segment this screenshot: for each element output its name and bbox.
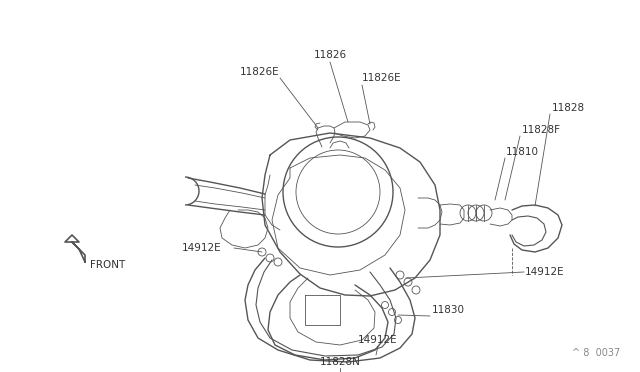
Text: 11826E: 11826E bbox=[362, 73, 402, 83]
Text: 14912E: 14912E bbox=[525, 267, 564, 277]
Text: 11826: 11826 bbox=[314, 50, 347, 60]
Text: 11828N: 11828N bbox=[319, 357, 360, 367]
Text: 11830: 11830 bbox=[432, 305, 465, 315]
Text: 11826E: 11826E bbox=[240, 67, 280, 77]
Text: FRONT: FRONT bbox=[90, 260, 125, 270]
Text: 14912E: 14912E bbox=[182, 243, 221, 253]
Text: 14912E: 14912E bbox=[358, 335, 398, 345]
Text: ^ 8  0037: ^ 8 0037 bbox=[572, 348, 620, 358]
Text: 11828F: 11828F bbox=[522, 125, 561, 135]
Text: 11828: 11828 bbox=[552, 103, 585, 113]
Text: 11810: 11810 bbox=[506, 147, 539, 157]
